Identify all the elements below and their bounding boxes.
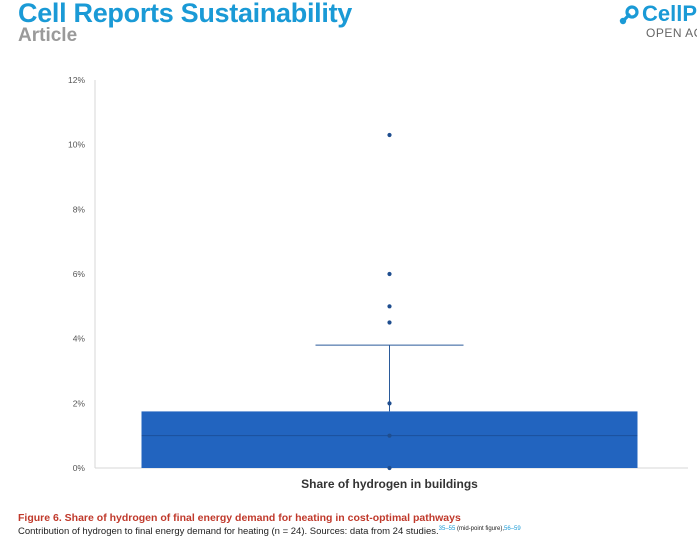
figure-caption: Contribution of hydrogen to final energy…	[18, 526, 521, 537]
data-point	[387, 320, 392, 325]
y-tick-label: 2%	[73, 398, 86, 408]
box-plot: 0% 2% 4% 6% 8% 10% 12% Share of hydrogen in bu…	[68, 75, 688, 491]
box-iqr	[141, 411, 638, 468]
brand-name: CellPr	[642, 1, 697, 26]
data-point	[387, 401, 392, 406]
y-tick-label: 6%	[73, 269, 86, 279]
y-tick-label: 8%	[73, 204, 86, 214]
y-tick-label: 4%	[73, 334, 86, 344]
x-axis-label: Share of hydrogen in buildings	[301, 477, 478, 491]
data-point	[387, 304, 392, 309]
figure-title: Figure 6. Share of hydrogen of final ene…	[18, 512, 461, 524]
y-tick-label: 10%	[68, 140, 85, 150]
data-point	[387, 465, 392, 471]
reference-link[interactable]: 56–59	[504, 526, 521, 532]
reference-note: (mid-point figure),	[455, 526, 505, 532]
data-point	[387, 271, 392, 277]
data-points	[387, 132, 392, 471]
y-tick-label: 12%	[68, 75, 85, 85]
article-type: Article	[18, 25, 78, 46]
open-access-label: OPEN AC	[646, 26, 697, 40]
y-tick-label: 0%	[73, 463, 86, 473]
caption-body: Contribution of hydrogen to final energy…	[18, 526, 439, 537]
cellpress-logo-icon	[619, 5, 639, 25]
y-axis: 0% 2% 4% 6% 8% 10% 12%	[68, 75, 85, 473]
data-point	[387, 433, 392, 438]
data-point	[387, 132, 392, 138]
journal-title: Cell Reports Sustainability	[18, 0, 352, 28]
reference-link[interactable]: 35–55	[438, 526, 456, 532]
